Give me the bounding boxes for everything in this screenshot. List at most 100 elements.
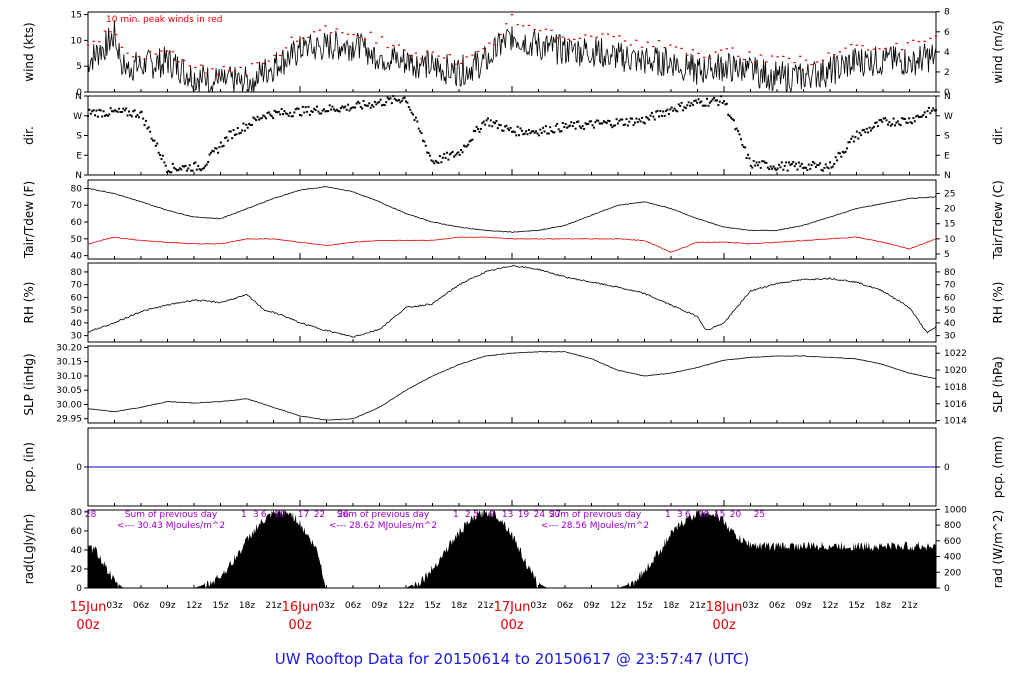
direction-point [458, 153, 461, 156]
direction-point [105, 113, 108, 116]
direction-point [629, 117, 632, 120]
direction-point [358, 102, 361, 105]
direction-point [91, 110, 94, 113]
solar-mark-label: 15 [714, 510, 725, 520]
y-tick-label-right: 600 [944, 537, 961, 547]
y-axis-label-right: RH (%) [991, 282, 1005, 324]
x-hour-label: 09z [159, 601, 175, 611]
direction-point [824, 163, 827, 166]
y-tick-label-left: 80 [71, 268, 83, 278]
direction-point [728, 114, 731, 117]
x-hour-label: 12z [822, 601, 838, 611]
direction-point [841, 150, 844, 153]
direction-point [748, 157, 751, 160]
direction-point [539, 128, 542, 131]
direction-point [296, 107, 299, 110]
direction-point [209, 151, 212, 154]
y-tick-label-right: 5 [944, 250, 950, 260]
solar-area [88, 510, 936, 588]
direction-point [431, 160, 434, 163]
direction-point [378, 101, 381, 104]
direction-point [454, 154, 457, 157]
x-hour-label: 15z [424, 601, 440, 611]
direction-point [255, 119, 258, 122]
direction-point [372, 105, 375, 108]
direction-point [511, 130, 513, 133]
direction-point [486, 117, 489, 120]
direction-point [195, 168, 198, 171]
direction-point [460, 148, 463, 151]
direction-point [827, 167, 830, 170]
direction-point [902, 117, 905, 120]
direction-point [270, 115, 273, 118]
direction-point [122, 107, 125, 110]
direction-point [349, 107, 352, 110]
direction-point [698, 101, 701, 104]
x-hour-label: 12z [610, 601, 626, 611]
direction-point [226, 139, 229, 142]
direction-point [157, 151, 160, 154]
direction-point [379, 98, 382, 101]
direction-point [246, 126, 249, 129]
direction-point [628, 120, 631, 123]
direction-point [161, 154, 164, 157]
direction-point [337, 109, 340, 112]
direction-point [101, 115, 104, 118]
direction-point [782, 168, 785, 171]
y-tick-label-right: 1022 [944, 349, 967, 359]
direction-point [225, 136, 228, 139]
direction-point [136, 114, 139, 117]
direction-point [176, 169, 179, 172]
direction-point [601, 122, 604, 125]
direction-point [635, 117, 638, 120]
x-hour-label: 12z [398, 601, 414, 611]
direction-point [417, 127, 420, 130]
direction-point [515, 134, 518, 137]
x-hour-label: 06z [557, 601, 573, 611]
direction-point [513, 131, 516, 134]
y-tick-label-right: 10 [944, 235, 956, 245]
daily-sum-label: Sum of previous day [125, 510, 218, 520]
y-tick-label-left: 40 [71, 319, 83, 329]
direction-point [88, 108, 91, 111]
y-axis-label-right: dir. [991, 126, 1005, 145]
direction-point [119, 111, 122, 114]
y-tick-label-left: 0 [76, 463, 82, 473]
direction-point [241, 129, 244, 132]
direction-point [355, 102, 358, 105]
y-tick-label-right: 25 [944, 189, 955, 199]
y-tick-label-right: 15 [944, 220, 955, 230]
panel-frame [87, 179, 937, 260]
direction-point [447, 158, 450, 161]
direction-point [615, 118, 618, 121]
direction-point [496, 127, 499, 130]
direction-point [609, 123, 612, 126]
direction-point [660, 114, 663, 117]
direction-point [763, 161, 766, 164]
direction-point [793, 165, 796, 168]
direction-point [263, 115, 266, 118]
direction-point [87, 115, 89, 118]
direction-point [167, 170, 170, 173]
x-hour-label: 18z [451, 601, 467, 611]
direction-point [877, 125, 880, 128]
solar-mark-label: 10 [698, 510, 710, 520]
y-axis-label-right: wind (m/s) [991, 20, 1005, 84]
y-tick-label-right: 1000 [944, 505, 967, 515]
direction-point [410, 111, 413, 114]
direction-point [135, 115, 138, 118]
direction-point [540, 131, 543, 134]
direction-point [156, 142, 159, 145]
solar-mark-label: 1 [241, 510, 247, 520]
panel-wind [84, 11, 940, 94]
direction-point [205, 163, 208, 166]
direction-point [115, 110, 118, 113]
direction-point [197, 164, 200, 167]
direction-point [857, 137, 860, 140]
direction-point [266, 111, 269, 114]
direction-point [612, 124, 615, 127]
direction-point [99, 109, 102, 112]
direction-point [183, 165, 186, 168]
direction-point [450, 152, 453, 155]
direction-point [588, 120, 591, 123]
